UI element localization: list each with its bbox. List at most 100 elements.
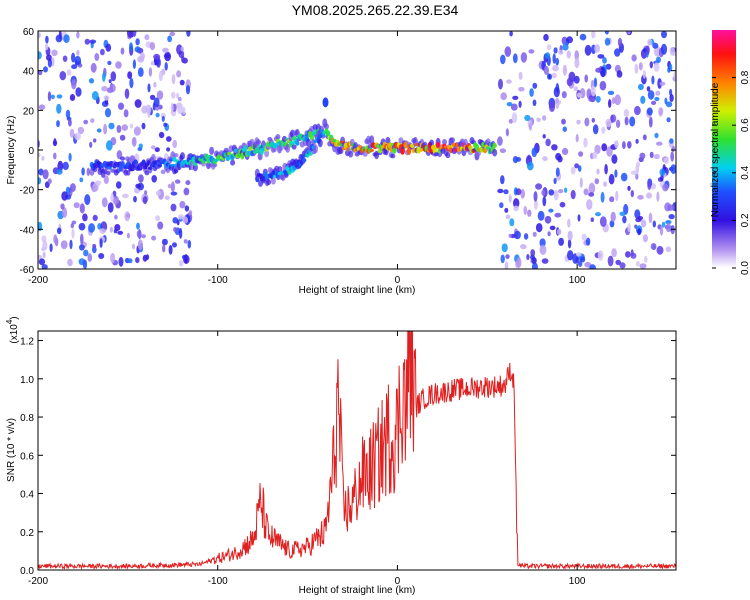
noise-speckle [554,192,558,197]
noise-speckle [170,191,178,196]
noise-speckle [592,151,598,159]
spectrogram-y-tick-label: 60 [23,27,35,38]
noise-speckle [515,188,522,196]
noise-speckle [553,47,558,54]
snr-y-tick-label: 0.0 [20,566,34,577]
noise-speckle [84,194,91,206]
noise-speckle [577,214,581,222]
noise-speckle [187,239,192,249]
noise-speckle [553,177,557,185]
noise-speckle [138,174,144,183]
noise-speckle [665,246,672,253]
noise-speckle [79,203,85,214]
noise-speckle [171,91,176,99]
noise-speckle [178,228,183,239]
noise-speckle [136,230,142,238]
noise-speckle [56,120,60,128]
noise-speckle [648,212,653,224]
noise-speckle [506,102,513,107]
noise-speckle [107,60,112,66]
noise-speckle [541,189,546,196]
noise-speckle [177,105,184,115]
noise-speckle [528,49,535,54]
noise-speckle [610,211,616,222]
noise-speckle [162,244,166,253]
noise-speckle [537,210,545,221]
noise-speckle [593,77,598,88]
noise-speckle [500,92,508,101]
noise-speckle [155,112,160,118]
noise-speckle [105,43,112,52]
noise-speckle [651,100,657,105]
noise-speckle [592,124,599,135]
noise-speckle [640,95,646,104]
noise-speckle [532,231,537,237]
noise-speckle [512,53,518,64]
noise-speckle [666,223,671,233]
noise-speckle [71,228,75,239]
noise-speckle [38,177,42,185]
noise-speckle [504,207,509,213]
noise-speckle [545,138,551,147]
noise-speckle [147,83,151,93]
noise-speckle [129,42,133,52]
noise-speckle [42,251,46,259]
noise-speckle [656,141,663,146]
noise-speckle [172,242,177,248]
noise-speckle [631,170,638,175]
noise-speckle [126,232,130,239]
noise-speckle [588,182,596,194]
noise-speckle [144,34,150,41]
noise-speckle [576,92,582,98]
noise-speckle [98,253,105,259]
noise-speckle [497,188,504,194]
noise-speckle [642,134,647,141]
noise-speckle [510,103,518,111]
noise-speckle [69,128,75,138]
noise-speckle [637,228,642,236]
noise-speckle [611,248,617,258]
noise-speckle [562,64,568,76]
noise-speckle [527,209,532,217]
noise-speckle [61,191,68,201]
noise-speckle [67,258,73,267]
noise-speckle [135,38,140,46]
noise-speckle [656,56,661,63]
noise-speckle [176,70,182,78]
noise-speckle [69,239,73,250]
colorbar-ticks: 0.0 0.2 0.4 0.6 0.8 [712,70,750,275]
noise-speckle [181,106,186,115]
noise-speckle [46,54,52,61]
noise-speckle [49,243,53,252]
noise-speckle [179,79,185,86]
noise-speckle [157,221,164,230]
spectrogram-signal-layer [89,97,498,187]
noise-speckle [101,86,108,92]
colorbar: 0.0 0.2 0.4 0.6 0.8 Normalized spectral ampl… [710,30,750,275]
noise-speckle [614,140,619,149]
noise-speckle [141,122,146,130]
noise-speckle [518,71,523,80]
noise-speckle [60,203,65,210]
noise-speckle [591,117,595,123]
noise-speckle [573,86,579,92]
noise-speckle [126,31,134,38]
noise-speckle [649,61,653,69]
noise-speckle [514,230,521,240]
noise-speckle [566,77,573,87]
noise-speckle [94,53,100,61]
noise-speckle [76,31,80,39]
noise-speckle [567,250,574,261]
noise-speckle [599,216,607,228]
noise-speckle [511,112,518,123]
noise-speckle [134,99,142,108]
noise-speckle [168,244,173,255]
noise-speckle [574,163,579,169]
spectrogram-x-label: Height of straight line (km) [299,285,416,296]
noise-speckle [167,35,173,43]
signal-band-halo [442,139,447,145]
noise-speckle [661,31,667,39]
noise-speckle [120,47,125,55]
noise-speckle [583,137,588,148]
signal-band-blob [246,150,251,156]
